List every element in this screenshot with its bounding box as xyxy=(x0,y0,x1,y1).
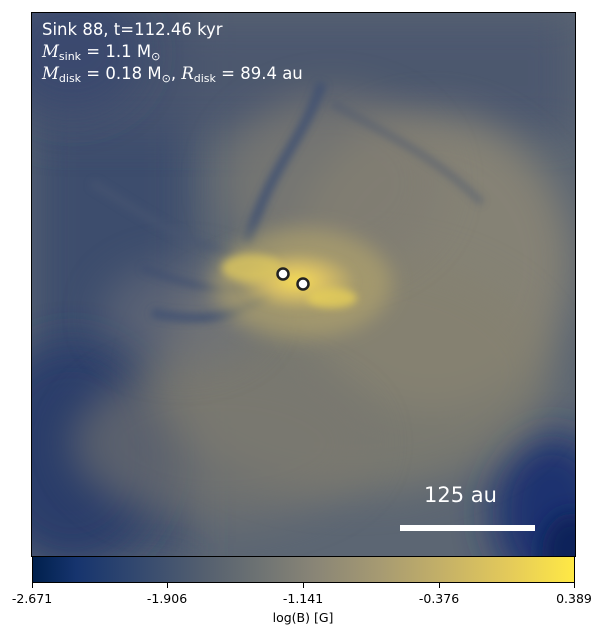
colorbar xyxy=(32,556,575,583)
colorbar-tick-label: -0.376 xyxy=(418,591,460,606)
field-image xyxy=(32,13,575,556)
magnetic-field-map: Sink 88, t=112.46 kyr Msink = 1.1 M⊙ Mdi… xyxy=(31,12,576,557)
colorbar-label: log(B) [G] xyxy=(272,610,334,625)
sink-marker xyxy=(296,277,310,291)
colorbar-tick-label: 0.389 xyxy=(556,591,592,606)
scalebar xyxy=(400,525,535,531)
sink-info-title: Sink 88, t=112.46 kyr xyxy=(42,20,223,39)
colorbar-tick xyxy=(32,583,33,588)
colorbar-tick xyxy=(574,583,575,588)
disk-properties-label: Mdisk = 0.18 M⊙, Rdisk = 89.4 au xyxy=(42,64,303,85)
colorbar-tick-label: -1.141 xyxy=(282,591,324,606)
colorbar-tick-label: -1.906 xyxy=(146,591,188,606)
colorbar-tick xyxy=(167,583,168,588)
scalebar-label: 125 au xyxy=(424,483,497,507)
colorbar-tick-label: -2.671 xyxy=(11,591,53,606)
colorbar-tick xyxy=(303,583,304,588)
sink-marker xyxy=(276,267,290,281)
sink-mass-label: Msink = 1.1 M⊙ xyxy=(42,42,161,63)
colorbar-tick xyxy=(439,583,440,588)
